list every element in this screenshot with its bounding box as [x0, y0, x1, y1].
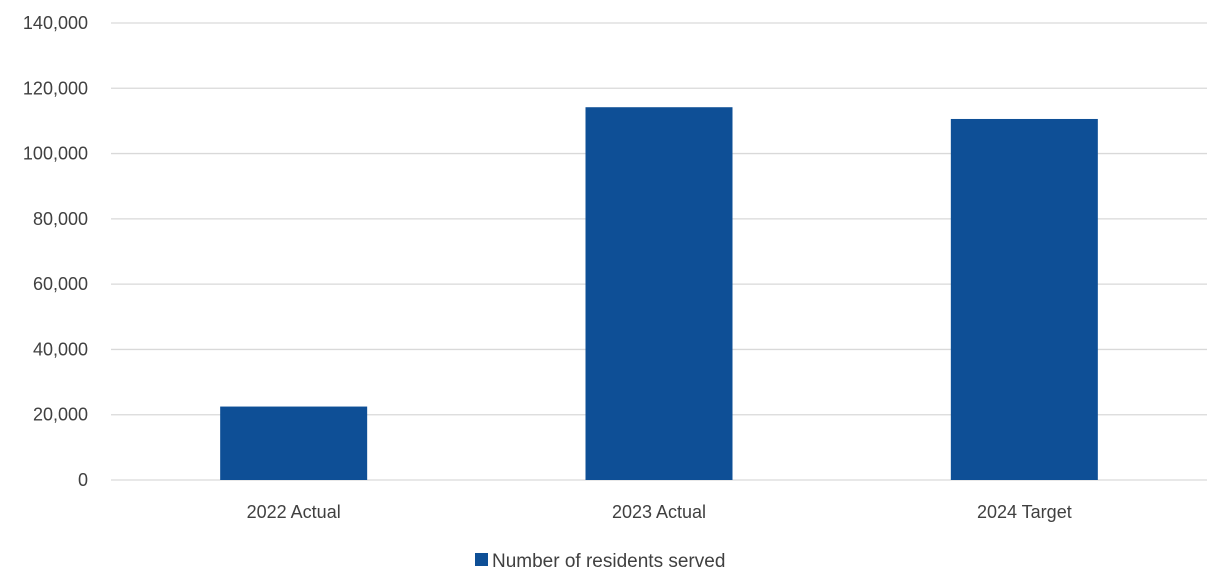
bar	[950, 118, 1098, 480]
x-tick-label: 2022 Actual	[247, 502, 341, 522]
y-tick-label: 20,000	[33, 405, 88, 425]
bar	[220, 406, 368, 480]
y-tick-label: 140,000	[23, 13, 88, 33]
bar	[585, 107, 733, 481]
x-tick-label: 2023 Actual	[612, 502, 706, 522]
bars	[220, 107, 1098, 481]
y-tick-label: 0	[78, 470, 88, 490]
legend-swatch	[475, 553, 488, 566]
y-tick-label: 60,000	[33, 274, 88, 294]
y-tick-label: 100,000	[23, 144, 88, 164]
x-tick-label: 2024 Target	[977, 502, 1072, 522]
x-axis: 2022 Actual 2023 Actual 2024 Target	[247, 502, 1072, 522]
legend: Number of residents served	[475, 551, 725, 569]
y-axis: 0 20,000 40,000 60,000 80,000 100,000 120,000 1…	[23, 13, 88, 490]
y-tick-label: 80,000	[33, 209, 88, 229]
legend-label: Number of residents served	[492, 551, 725, 569]
y-tick-label: 120,000	[23, 78, 88, 98]
y-tick-label: 40,000	[33, 339, 88, 359]
